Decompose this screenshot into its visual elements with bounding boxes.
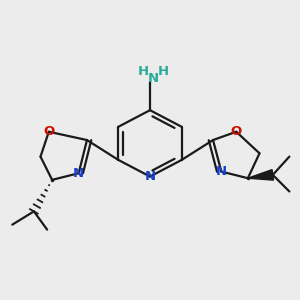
- Polygon shape: [248, 169, 274, 180]
- Text: N: N: [144, 170, 156, 183]
- Text: H: H: [158, 65, 169, 78]
- Text: N: N: [216, 165, 227, 178]
- Text: N: N: [148, 72, 159, 85]
- Text: O: O: [231, 125, 242, 138]
- Text: N: N: [73, 167, 84, 180]
- Text: O: O: [43, 125, 54, 138]
- Text: H: H: [138, 65, 149, 78]
